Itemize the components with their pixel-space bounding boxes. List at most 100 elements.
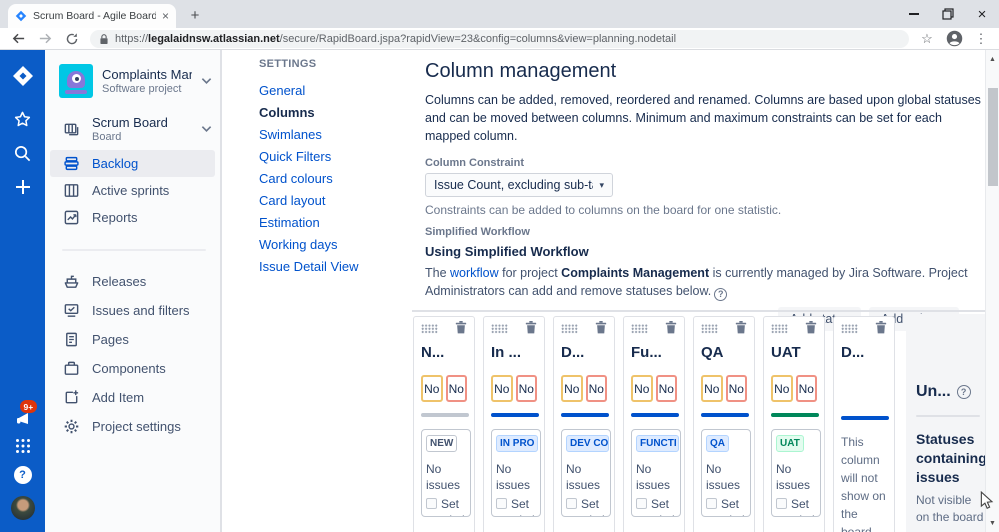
minimize-button[interactable]	[897, 0, 931, 28]
set-resolution-checkbox[interactable]	[426, 498, 437, 509]
delete-column-button[interactable]	[525, 320, 537, 339]
settings-item-working-days[interactable]: Working days	[259, 237, 338, 252]
column-name[interactable]: D...	[561, 344, 585, 361]
min-constraint-field[interactable]: No	[701, 375, 723, 402]
search-button[interactable]	[13, 144, 32, 163]
max-constraint-field[interactable]: No	[515, 375, 537, 402]
settings-item-quick-filters[interactable]: Quick Filters	[259, 149, 332, 164]
status-lozenge[interactable]: NEW	[426, 435, 458, 452]
help-circle-icon[interactable]: ?	[956, 385, 971, 399]
help-button[interactable]: ?	[11, 466, 35, 484]
profile-button[interactable]	[945, 30, 963, 48]
settings-item-card-layout[interactable]: Card layout	[259, 193, 326, 208]
max-constraint-field[interactable]: No	[585, 375, 607, 402]
project-switcher[interactable]: Complaints Man... Software project	[45, 64, 220, 98]
browser-tab[interactable]: Scrum Board - Agile Board - Jira ×	[8, 4, 176, 28]
status-lozenge[interactable]: IN PRO	[496, 435, 539, 452]
set-resolution-checkbox[interactable]	[706, 498, 717, 509]
help-circle-icon[interactable]: ?	[714, 287, 728, 301]
settings-item-issue-detail-view[interactable]: Issue Detail View	[259, 259, 359, 274]
column-name[interactable]: N...	[421, 344, 445, 361]
max-constraint-field[interactable]: No	[725, 375, 747, 402]
sidebar-item-add-item[interactable]: Add Item	[50, 383, 215, 412]
scroll-down-icon[interactable]: ▼	[989, 519, 996, 527]
drag-handle-icon[interactable]	[561, 324, 578, 334]
status-card[interactable]: QA No issues Set resolutio	[701, 429, 751, 517]
set-resolution-checkbox[interactable]	[636, 498, 647, 509]
column-constraint-select[interactable]: Issue Count, excluding sub-tasks ▾	[425, 173, 613, 197]
column-name[interactable]: UAT	[771, 344, 801, 361]
create-button[interactable]	[14, 178, 32, 196]
column-name[interactable]: QA	[701, 344, 724, 361]
drag-handle-icon[interactable]	[701, 324, 718, 334]
min-constraint-field[interactable]: No	[421, 375, 443, 402]
board-switcher[interactable]: Scrum Board Board	[45, 114, 220, 144]
url-bar[interactable]: https://legalaidnsw.atlassian.net/secure…	[90, 29, 909, 48]
max-constraint-field[interactable]: No	[445, 375, 467, 402]
notifications-button[interactable]: 9+	[11, 400, 38, 426]
status-lozenge[interactable]: FUNCTI	[636, 435, 679, 452]
status-card[interactable]: IN PRO No issues Set resolutio	[491, 429, 541, 517]
jira-logo-icon[interactable]	[11, 64, 35, 88]
status-card[interactable]: DEV CO No issues Set resolutio	[561, 429, 611, 517]
status-card[interactable]: NEW No issues Set resolutio	[421, 429, 471, 517]
status-lozenge[interactable]: DEV CO	[566, 435, 609, 452]
settings-item-card-colours[interactable]: Card colours	[259, 171, 333, 186]
min-constraint-field[interactable]: No	[561, 375, 583, 402]
drag-handle-icon[interactable]	[491, 324, 508, 334]
starred-button[interactable]	[13, 110, 32, 129]
sidebar-item-project-settings[interactable]: Project settings	[50, 412, 215, 441]
set-resolution-checkbox[interactable]	[496, 498, 507, 509]
delete-column-button[interactable]	[595, 320, 607, 339]
status-card[interactable]: FUNCTI No issues Set resolutio	[631, 429, 681, 517]
status-lozenge[interactable]: UAT	[776, 435, 804, 452]
vertical-scrollbar[interactable]: ▲ ▼	[985, 50, 999, 532]
drag-handle-icon[interactable]	[631, 324, 648, 334]
sidebar-item-releases[interactable]: Releases	[50, 267, 215, 296]
scroll-up-icon[interactable]: ▲	[989, 55, 996, 63]
back-button[interactable]	[9, 30, 27, 48]
column-name[interactable]: Fu...	[631, 344, 662, 361]
drag-handle-icon[interactable]	[771, 324, 788, 334]
delete-column-button[interactable]	[665, 320, 677, 339]
delete-column-button[interactable]	[735, 320, 747, 339]
bookmark-star-icon[interactable]: ☆	[921, 30, 933, 46]
column-name[interactable]: In ...	[491, 344, 521, 361]
delete-column-button[interactable]	[455, 320, 467, 339]
tab-close-icon[interactable]: ×	[161, 9, 169, 23]
min-constraint-field[interactable]: No	[631, 375, 653, 402]
min-constraint-field[interactable]: No	[491, 375, 513, 402]
settings-item-estimation[interactable]: Estimation	[259, 215, 320, 230]
sidebar-item-reports[interactable]: Reports	[50, 204, 215, 231]
set-resolution-checkbox[interactable]	[776, 498, 787, 509]
sidebar-item-issues-and-filters[interactable]: Issues and filters	[50, 296, 215, 325]
restore-button[interactable]	[931, 0, 965, 28]
settings-item-columns[interactable]: Columns	[259, 105, 315, 120]
scrollbar-thumb[interactable]	[988, 88, 998, 186]
workflow-link[interactable]: workflow	[450, 266, 499, 280]
forward-button[interactable]	[36, 30, 54, 48]
app-switcher-button[interactable]	[11, 438, 35, 454]
reload-button[interactable]	[63, 30, 81, 48]
user-profile-button[interactable]	[10, 496, 35, 520]
delete-column-button[interactable]	[875, 320, 887, 339]
delete-column-button[interactable]	[805, 320, 817, 339]
max-constraint-field[interactable]: No	[655, 375, 677, 402]
menu-dots-icon[interactable]: ⋮	[974, 30, 988, 46]
status-lozenge[interactable]: QA	[706, 435, 729, 452]
column-name[interactable]: D...	[841, 344, 865, 361]
max-constraint-field[interactable]: No	[795, 375, 817, 402]
close-button[interactable]: ×	[977, 5, 987, 23]
settings-item-general[interactable]: General	[259, 83, 306, 98]
status-card[interactable]: UAT No issues Set resolutio	[771, 429, 821, 517]
set-resolution-checkbox[interactable]	[566, 498, 577, 509]
drag-handle-icon[interactable]	[421, 324, 438, 334]
sidebar-item-components[interactable]: Components	[50, 354, 215, 383]
settings-item-swimlanes[interactable]: Swimlanes	[259, 127, 322, 142]
sidebar-item-pages[interactable]: Pages	[50, 325, 215, 354]
sidebar-item-backlog[interactable]: Backlog	[50, 150, 215, 177]
sidebar-item-active-sprints[interactable]: Active sprints	[50, 177, 215, 204]
drag-handle-icon[interactable]	[841, 324, 858, 334]
new-tab-button[interactable]: +	[190, 6, 200, 24]
min-constraint-field[interactable]: No	[771, 375, 793, 402]
